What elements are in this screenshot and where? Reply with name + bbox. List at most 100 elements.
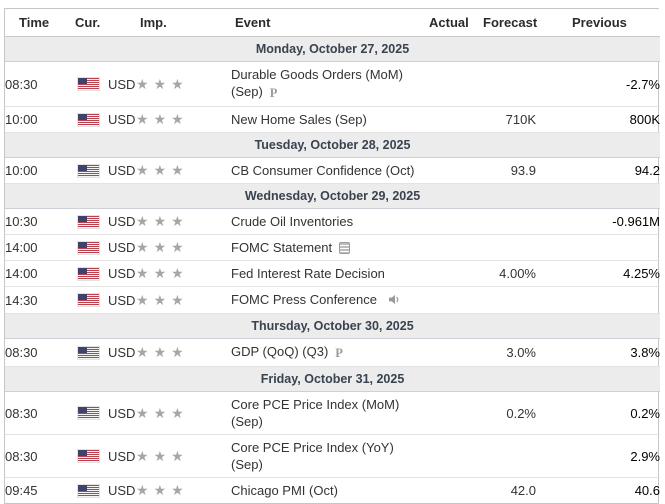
event-name[interactable]: FOMC Statement xyxy=(231,240,333,255)
event-name[interactable]: New Home Sales (Sep) xyxy=(231,112,367,127)
event-forecast xyxy=(474,286,536,314)
event-forecast xyxy=(474,208,536,235)
event-previous: 3.8% xyxy=(536,338,660,367)
importance-stars: ★ ★ ★ xyxy=(136,75,189,92)
event-actual xyxy=(422,260,474,287)
us-flag-icon xyxy=(78,241,99,254)
star-icon: ★ xyxy=(136,239,149,255)
star-icon: ★ xyxy=(171,344,184,360)
economic-calendar: Time Cur. Imp. Event Actual Forecast Pre… xyxy=(4,8,660,504)
event-name[interactable]: Crude Oil Inventories xyxy=(231,214,354,229)
star-icon: ★ xyxy=(171,111,184,127)
speaker-icon xyxy=(384,293,400,308)
star-icon: ★ xyxy=(153,239,167,255)
event-actual xyxy=(422,157,474,184)
event-actual xyxy=(422,338,474,367)
event-actual xyxy=(422,391,474,435)
event-row[interactable]: 08:30 USD ★ ★ ★ Durable Goods Orders (MoM)… xyxy=(5,61,660,107)
importance-stars: ★ ★ ★ xyxy=(136,482,189,498)
day-separator-row: Thursday, October 30, 2025 xyxy=(5,313,660,339)
currency-code: USD xyxy=(108,266,136,281)
currency-code: USD xyxy=(108,448,136,464)
day-label: Thursday, October 30, 2025 xyxy=(251,319,414,333)
star-icon: ★ xyxy=(171,447,184,464)
day-separator-row: Monday, October 27, 2025 xyxy=(5,36,660,62)
event-row[interactable]: 08:30 USD ★ ★ ★ Core PCE Price Index (YoY)… xyxy=(5,434,660,478)
column-header-time: Time xyxy=(5,9,71,37)
event-time: 08:30 xyxy=(5,338,71,367)
event-previous xyxy=(536,234,660,261)
event-time: 14:00 xyxy=(5,260,71,287)
event-row[interactable]: 14:00 USD ★ ★ ★ Fed Interest Rate Decision… xyxy=(5,260,660,287)
event-name[interactable]: GDP (QoQ) (Q3) xyxy=(231,344,329,359)
event-row[interactable]: 14:00 USD ★ ★ ★ FOMC Statement xyxy=(5,234,660,261)
event-forecast: 93.9 xyxy=(474,157,536,184)
event-row[interactable]: 10:00 USD ★ ★ ★ CB Consumer Confidence (Oc… xyxy=(5,157,660,184)
event-row[interactable]: 14:30 USD ★ ★ ★ FOMC Press Conference xyxy=(5,286,660,314)
star-icon: ★ xyxy=(153,162,167,178)
currency-code: USD xyxy=(108,214,136,229)
event-time: 08:30 xyxy=(5,434,71,478)
event-time: 14:30 xyxy=(5,286,71,314)
column-header-actual: Actual xyxy=(422,9,474,37)
star-icon: ★ xyxy=(153,482,167,498)
star-icon: ★ xyxy=(136,404,149,421)
currency-code: USD xyxy=(108,345,136,360)
star-icon: ★ xyxy=(153,213,167,229)
us-flag-icon xyxy=(78,164,99,177)
event-name[interactable]: Core PCE Price Index (MoM) (Sep) xyxy=(231,397,400,429)
currency-code: USD xyxy=(108,240,136,255)
event-forecast xyxy=(474,234,536,261)
event-previous: 94.2 xyxy=(536,157,660,184)
us-flag-icon xyxy=(78,113,99,126)
event-row[interactable]: 10:30 USD ★ ★ ★ Crude Oil Inventories -0.9… xyxy=(5,208,660,235)
calendar-body: Monday, October 27, 2025 08:30 USD ★ ★ ★ D… xyxy=(5,36,660,504)
event-previous: -2.7% xyxy=(536,61,660,107)
importance-stars: ★ ★ ★ xyxy=(136,291,189,308)
star-icon: ★ xyxy=(153,75,167,92)
event-name[interactable]: FOMC Press Conference xyxy=(231,292,377,307)
us-flag-icon xyxy=(78,484,99,497)
currency-code: USD xyxy=(108,292,136,308)
star-icon: ★ xyxy=(171,162,184,178)
event-previous xyxy=(536,286,660,314)
event-forecast xyxy=(474,61,536,107)
event-row[interactable]: 08:30 USD ★ ★ ★ Core PCE Price Index (MoM)… xyxy=(5,391,660,435)
column-header-forecast: Forecast xyxy=(474,9,537,37)
star-icon: ★ xyxy=(171,213,184,229)
star-icon: ★ xyxy=(153,344,167,360)
event-name[interactable]: Core PCE Price Index (YoY) (Sep) xyxy=(231,440,394,472)
event-forecast: 710K xyxy=(474,106,536,133)
star-icon: ★ xyxy=(153,111,167,127)
star-icon: ★ xyxy=(153,447,167,464)
event-actual xyxy=(422,208,474,235)
event-row[interactable]: 10:00 USD ★ ★ ★ New Home Sales (Sep) 710K … xyxy=(5,106,660,133)
day-label: Monday, October 27, 2025 xyxy=(255,42,410,56)
day-separator-row: Friday, October 31, 2025 xyxy=(5,366,660,392)
star-icon: ★ xyxy=(136,291,149,308)
event-row[interactable]: 09:45 USD ★ ★ ★ Chicago PMI (Oct) 42.0 40.… xyxy=(5,478,660,504)
event-time: 08:30 xyxy=(5,61,71,107)
star-icon: ★ xyxy=(153,265,167,281)
event-name[interactable]: Durable Goods Orders (MoM) (Sep) xyxy=(231,67,403,99)
event-name[interactable]: Chicago PMI (Oct) xyxy=(231,483,338,498)
event-forecast: 0.2% xyxy=(474,391,536,435)
us-flag-icon xyxy=(78,267,99,280)
event-previous: 2.9% xyxy=(536,434,660,478)
day-separator-row: Wednesday, October 29, 2025 xyxy=(5,183,660,209)
preliminary-icon: P xyxy=(269,86,278,100)
day-separator-row: Tuesday, October 28, 2025 xyxy=(5,132,660,158)
event-actual xyxy=(422,106,474,133)
currency-code: USD xyxy=(108,163,136,178)
event-name[interactable]: CB Consumer Confidence (Oct) xyxy=(231,163,415,178)
importance-stars: ★ ★ ★ xyxy=(136,344,189,360)
event-name[interactable]: Fed Interest Rate Decision xyxy=(231,266,385,281)
day-label: Friday, October 31, 2025 xyxy=(260,372,405,386)
event-previous: 40.6 xyxy=(634,483,660,498)
event-forecast: 4.00% xyxy=(474,260,536,287)
currency-code: USD xyxy=(108,112,136,127)
currency-code: USD xyxy=(108,483,136,498)
event-row[interactable]: 08:30 USD ★ ★ ★ GDP (QoQ) (Q3) P 3.0% 3.8% xyxy=(5,338,660,367)
event-time: 09:45 xyxy=(5,483,38,498)
us-flag-icon xyxy=(78,450,99,462)
